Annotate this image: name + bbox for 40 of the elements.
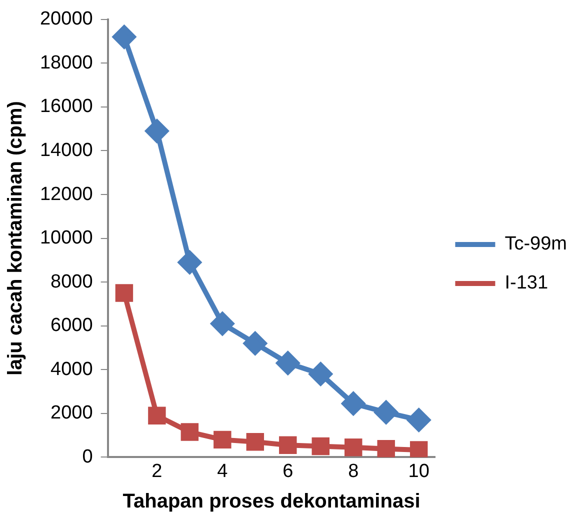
point — [410, 441, 428, 458]
y-tick-label: 16000 — [40, 96, 93, 118]
x-tick-label: 4 — [217, 460, 228, 482]
y-tick-label: 0 — [82, 446, 93, 468]
legend-label: Tc-99m — [504, 234, 568, 255]
x-axis-title: Tahapan proses dekontaminasi — [122, 490, 420, 513]
point — [377, 440, 395, 458]
point — [148, 406, 166, 424]
point — [309, 362, 332, 386]
y-tick-label: 18000 — [40, 52, 93, 74]
point — [279, 436, 297, 454]
x-tick-label: 6 — [282, 460, 294, 482]
y-tick-label: 10000 — [40, 228, 93, 249]
point — [407, 408, 430, 432]
y-tick-label: 8000 — [50, 271, 93, 292]
point — [374, 400, 398, 424]
x-tick-label: 8 — [348, 460, 359, 482]
point — [214, 430, 232, 449]
y-tick-label: 12000 — [40, 184, 93, 205]
point — [312, 437, 330, 456]
point — [178, 250, 202, 274]
point — [276, 352, 300, 375]
point — [342, 392, 365, 416]
point — [344, 438, 362, 456]
point — [115, 284, 134, 302]
point — [246, 433, 264, 451]
point — [180, 423, 199, 441]
y-axis-title: laju cacah kontaminan (cpm) — [4, 101, 27, 376]
legend-label: I-131 — [504, 272, 548, 294]
point — [112, 25, 136, 48]
point — [244, 332, 267, 355]
y-tick-label: 2000 — [50, 402, 93, 424]
y-tick-label: 14000 — [40, 140, 93, 161]
x-tick-label: 2 — [152, 460, 162, 482]
x-tick-label: 10 — [408, 460, 430, 482]
point — [210, 312, 234, 336]
y-tick-label: 4000 — [50, 358, 93, 380]
y-tick-label: 6000 — [50, 315, 93, 336]
y-tick-label: 20000 — [40, 8, 93, 30]
point — [145, 120, 168, 143]
